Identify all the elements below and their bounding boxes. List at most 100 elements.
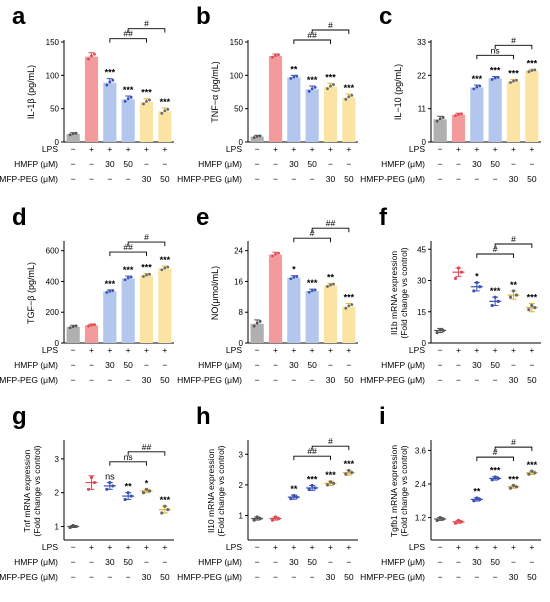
condition-mark: 50 [527, 375, 537, 385]
data-point [93, 323, 96, 326]
condition-mark: + [346, 144, 351, 154]
y-tick-label: 1 [239, 512, 244, 521]
y-tick-label: 50 [50, 105, 59, 114]
data-point [459, 520, 464, 524]
condition-mark: 30 [326, 572, 336, 582]
condition-mark: − [456, 375, 461, 385]
bar [103, 291, 117, 343]
y-axis-label: Tnf mRNA expression [22, 449, 32, 532]
condition-mark: − [474, 174, 479, 184]
condition-mark: + [310, 144, 315, 154]
data-point [289, 77, 293, 80]
data-point [511, 483, 516, 487]
significance-label: *** [160, 495, 171, 505]
condition-mark: − [162, 557, 167, 567]
condition-mark: − [438, 360, 443, 370]
data-point [515, 78, 518, 82]
data-point [441, 517, 445, 521]
significance-label: *** [472, 74, 483, 84]
data-point [105, 83, 109, 87]
condition-mark: − [71, 144, 76, 154]
y-tick-label: 3 [55, 455, 60, 464]
bar [66, 134, 80, 142]
condition-mark: + [346, 345, 351, 355]
data-point [350, 303, 354, 307]
comparison-label: # [310, 228, 315, 238]
condition-mark: − [438, 174, 443, 184]
data-point [325, 483, 330, 487]
data-point [328, 480, 333, 484]
panel-letter: a [12, 3, 26, 30]
condition-mark: + [89, 345, 94, 355]
significance-label: *** [527, 460, 538, 470]
condition-mark: − [291, 572, 296, 582]
significance-label: *** [508, 69, 519, 79]
y-tick-label: 2 [55, 489, 60, 498]
data-point [166, 107, 170, 111]
panel-letter: f [379, 204, 388, 231]
significance-label: *** [105, 68, 116, 78]
condition-row-label: HMFP-PEG (μM) [360, 572, 425, 582]
condition-row-label: HMFP (μM) [381, 159, 425, 169]
bar [139, 102, 154, 142]
panel-letter: d [12, 204, 27, 231]
condition-mark: − [310, 174, 315, 184]
condition-mark: − [255, 375, 260, 385]
bar [305, 89, 319, 142]
bar [103, 82, 117, 142]
data-point [533, 305, 537, 310]
comparison-bracket [476, 456, 514, 462]
condition-mark: − [255, 144, 260, 154]
condition-row-label: LPS [226, 144, 242, 154]
y-tick-label: 45 [417, 245, 426, 254]
condition-mark: − [126, 572, 131, 582]
comparison-label: ## [142, 442, 152, 452]
significance-label: *** [141, 262, 152, 272]
significance-label: *** [490, 286, 501, 296]
condition-mark: 50 [490, 557, 500, 567]
comparison-label: ## [123, 29, 133, 39]
condition-row-label: HMFP (μM) [14, 557, 58, 567]
data-point [527, 70, 531, 74]
comparison-bracket [476, 253, 514, 258]
condition-row-label: HMFP-PEG (μM) [0, 174, 58, 184]
condition-mark: + [474, 345, 479, 355]
condition-mark: − [71, 542, 76, 552]
condition-mark: 50 [160, 572, 170, 582]
y-tick-label: 8 [239, 308, 244, 317]
condition-mark: 30 [326, 375, 336, 385]
data-point [331, 481, 336, 485]
data-point [93, 52, 96, 56]
data-point [457, 113, 460, 116]
significance-label: ** [327, 272, 335, 282]
data-point [90, 323, 93, 327]
bar [121, 99, 135, 142]
data-point [74, 524, 78, 529]
y-tick-label: 200 [46, 308, 60, 317]
condition-mark: − [456, 572, 461, 582]
data-point [163, 109, 167, 113]
condition-row-label: LPS [226, 542, 242, 552]
data-point [332, 282, 335, 286]
condition-mark: + [291, 345, 296, 355]
data-point [90, 54, 93, 58]
condition-mark: + [310, 345, 315, 355]
condition-mark: 30 [289, 557, 299, 567]
condition-mark: 30 [509, 572, 519, 582]
data-point [472, 499, 476, 503]
condition-mark: − [493, 375, 498, 385]
bar [250, 323, 264, 343]
data-point [255, 515, 259, 519]
condition-mark: + [162, 345, 167, 355]
data-point [105, 487, 109, 491]
condition-mark: + [273, 345, 278, 355]
data-point [292, 493, 296, 498]
condition-mark: + [493, 542, 498, 552]
condition-mark: 50 [160, 375, 170, 385]
condition-mark: + [474, 542, 479, 552]
condition-mark: + [529, 144, 534, 154]
condition-mark: 30 [142, 174, 152, 184]
significance-label: *** [307, 474, 318, 484]
condition-mark: + [273, 144, 278, 154]
